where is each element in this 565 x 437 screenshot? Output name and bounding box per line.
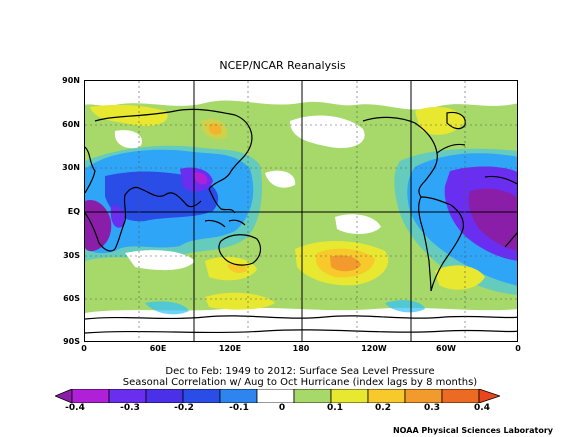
purple-region [85, 199, 112, 252]
white-region [114, 130, 143, 149]
map-panel [84, 80, 518, 342]
colorbar-label: 0.3 [424, 403, 440, 413]
colorbar-cell [108, 389, 147, 403]
colorbar-cell [256, 389, 295, 403]
colorbar-cell [404, 389, 443, 403]
lon-label: 180 [292, 344, 310, 353]
gold-region [227, 263, 247, 273]
white-region [265, 170, 296, 188]
yellow-region [90, 104, 168, 127]
lon-label: 120E [218, 344, 242, 353]
colorbar-cell [367, 389, 406, 403]
violet-region [110, 205, 125, 228]
lat-label: 60N [62, 120, 80, 129]
lat-label: 30S [63, 251, 80, 260]
colorbar-cell [293, 389, 332, 403]
colorbar-cell [145, 389, 184, 403]
lat-label: 60S [63, 294, 80, 303]
grid-dotted [85, 81, 517, 341]
white-region [85, 81, 517, 110]
colorbar-cell [71, 389, 110, 403]
lon-label: 60E [149, 344, 167, 353]
colorbar-cell [441, 389, 480, 403]
colorbar-label: 0.4 [474, 403, 490, 413]
colorbar-left-arrow [55, 389, 73, 403]
colorbar-right-arrow [478, 389, 500, 403]
lightblue-region [385, 300, 425, 313]
grid [85, 81, 517, 341]
purple-region [193, 172, 208, 185]
white-region [290, 115, 365, 149]
colorbar-cell [330, 389, 369, 403]
yellow-region [435, 265, 485, 290]
orange-region [330, 255, 361, 272]
lightblue-region [145, 301, 189, 315]
coastlines [85, 108, 517, 334]
lon-label: 60W [436, 344, 456, 353]
lat-label: 30N [62, 163, 80, 172]
colorbar-label: -0.4 [65, 403, 85, 413]
lat-label: EQ [67, 207, 80, 216]
subtitle-line-2: Seasonal Correlation w/ Aug to Oct Hurri… [122, 377, 478, 388]
colorbar-label: 0.2 [375, 403, 391, 413]
colorbar-label: -0.1 [229, 403, 249, 413]
lon-label: 120W [361, 344, 387, 353]
white-region [125, 250, 195, 271]
lon-label: 0 [515, 344, 521, 353]
yellow-region [205, 292, 275, 310]
colorbar-label: 0.1 [327, 403, 343, 413]
colorbar [55, 389, 500, 403]
figure-title: NCEP/NCAR Reanalysis [219, 59, 346, 72]
lat-label: 90N [62, 76, 80, 85]
colorbar-cell [219, 389, 258, 403]
subtitle-line-1: Dec to Feb: 1949 to 2012: Surface Sea Le… [165, 366, 435, 377]
purple-region [468, 188, 517, 251]
colorbar-label: -0.3 [120, 403, 140, 413]
white-region [335, 214, 381, 234]
credit-text: NOAA Physical Sciences Laboratory [392, 426, 553, 435]
correlation-map [85, 81, 517, 341]
lon-label: 0 [81, 344, 87, 353]
yellow-region [415, 106, 465, 135]
yellow-region [200, 118, 228, 140]
colorbar-cell [182, 389, 221, 403]
colorbar-label: 0 [278, 403, 286, 413]
lat-label: 90S [63, 337, 80, 346]
colorbar-label: -0.2 [174, 403, 194, 413]
